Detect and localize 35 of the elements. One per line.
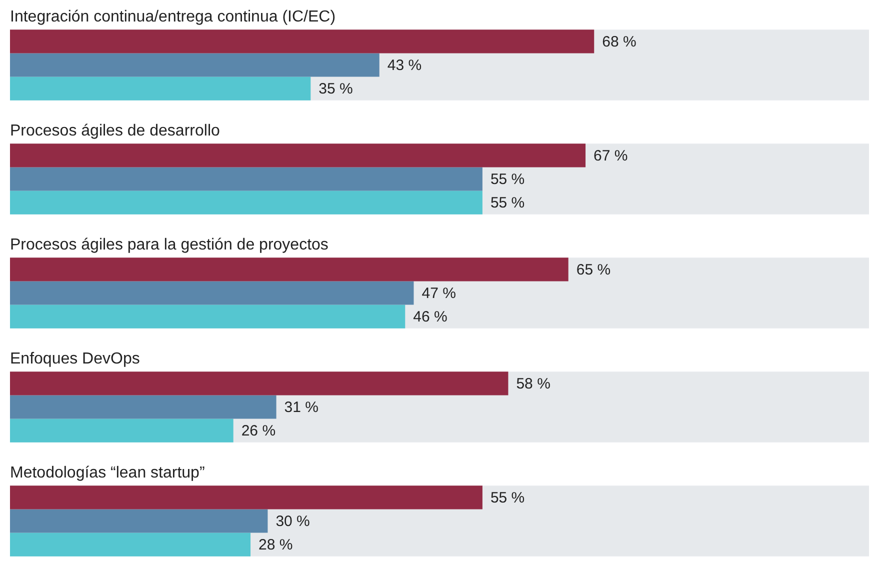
bar xyxy=(10,395,276,419)
bar xyxy=(10,144,586,168)
bar xyxy=(10,281,414,305)
data-label: 58 % xyxy=(516,376,550,393)
bar xyxy=(10,53,380,77)
y-tick-label: Metodologías “lean startup” xyxy=(10,464,205,482)
data-label: 47 % xyxy=(422,285,456,302)
data-label: 28 % xyxy=(258,536,293,554)
data-label: 67 % xyxy=(594,148,628,165)
data-label: 68 % xyxy=(602,34,636,51)
data-label: 46 % xyxy=(413,308,448,326)
data-label: 55 % xyxy=(490,171,525,188)
bar xyxy=(10,372,508,396)
data-label: 43 % xyxy=(387,57,422,74)
bar xyxy=(10,30,594,54)
bar xyxy=(10,76,311,100)
data-label: 65 % xyxy=(576,262,611,279)
y-tick-label: Integración continua/entrega continua (IC/EC) xyxy=(10,8,336,26)
bar xyxy=(10,509,268,533)
bar xyxy=(10,167,482,191)
data-label: 35 % xyxy=(318,80,353,98)
data-label: 31 % xyxy=(284,399,318,416)
data-label: 55 % xyxy=(490,194,525,212)
bar xyxy=(10,486,482,510)
y-tick-label: Procesos ágiles para la gestión de proyectos xyxy=(10,236,328,254)
bar xyxy=(10,304,406,328)
bar xyxy=(10,532,251,556)
bar xyxy=(10,190,482,214)
bar xyxy=(10,258,568,282)
bar xyxy=(10,418,234,442)
data-label: 30 % xyxy=(276,513,310,530)
data-label: 26 % xyxy=(241,422,276,440)
data-label: 55 % xyxy=(490,490,525,507)
y-tick-label: Procesos ágiles de desarrollo xyxy=(10,122,220,140)
y-tick-label: Enfoques DevOps xyxy=(10,350,140,368)
